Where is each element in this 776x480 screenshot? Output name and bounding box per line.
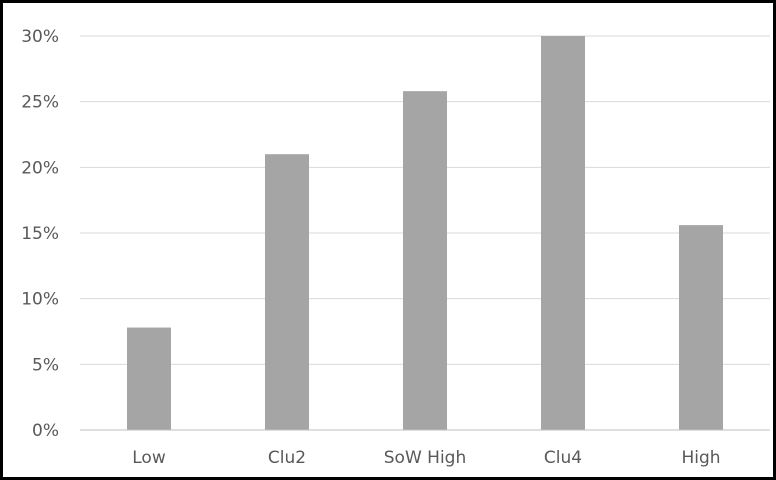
bar-high bbox=[679, 225, 723, 430]
x-tick-label: SoW High bbox=[384, 448, 466, 468]
bar-chart: 0% 5% 10% 15% 20% 25% 30% Low Clu2 SoW High Clu4 H… bbox=[21, 27, 770, 468]
bars bbox=[127, 36, 723, 430]
bar-sow-high bbox=[403, 91, 447, 430]
bar-low bbox=[127, 327, 171, 430]
y-axis-tick-labels: 0% 5% 10% 15% 20% 25% 30% bbox=[21, 27, 59, 441]
x-tick-label: High bbox=[681, 448, 720, 468]
x-axis-tick-labels: Low Clu2 SoW High Clu4 High bbox=[132, 448, 720, 468]
x-tick-label: Low bbox=[132, 448, 166, 468]
y-tick-label: 15% bbox=[21, 224, 59, 244]
y-tick-label: 20% bbox=[21, 158, 59, 178]
bar-clu2 bbox=[265, 154, 309, 430]
y-tick-label: 25% bbox=[21, 93, 59, 113]
x-tick-label: Clu2 bbox=[268, 448, 306, 468]
x-tick-label: Clu4 bbox=[544, 448, 582, 468]
y-tick-label: 30% bbox=[21, 27, 59, 47]
bar-clu4 bbox=[541, 36, 585, 430]
y-tick-label: 10% bbox=[21, 290, 59, 310]
y-tick-label: 0% bbox=[32, 421, 59, 441]
y-tick-label: 5% bbox=[32, 355, 59, 375]
